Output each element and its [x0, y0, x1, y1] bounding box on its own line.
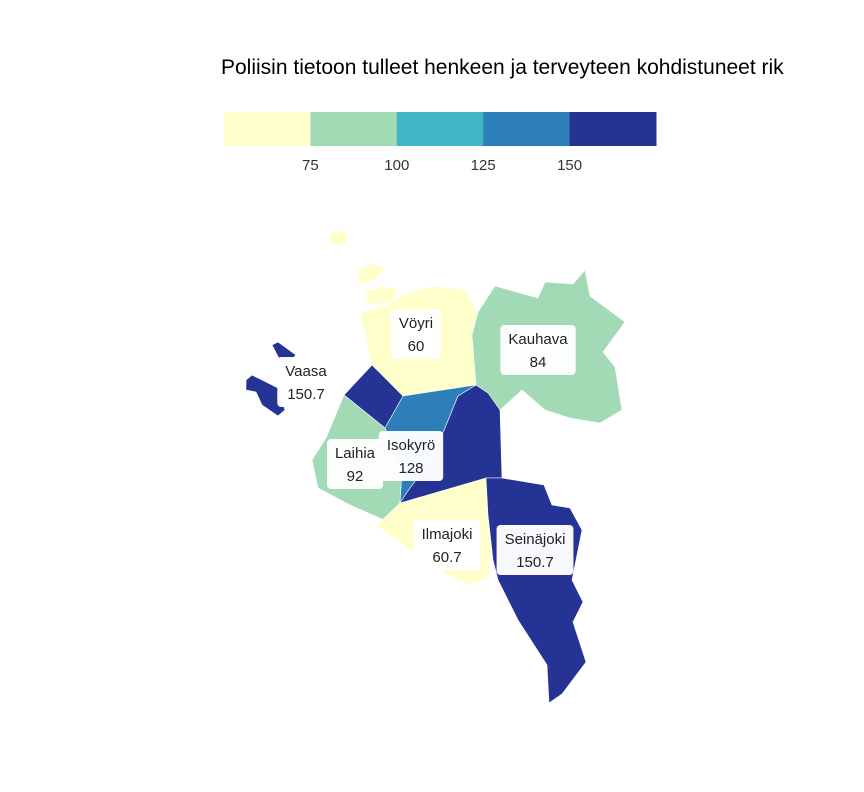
- region-name: Laihia: [335, 445, 376, 462]
- region-label: Kauhava 84: [500, 325, 576, 375]
- legend-tick-label: 75: [302, 157, 319, 174]
- region-label-box: [326, 439, 384, 489]
- region-label: Ilmajoki 60.7: [413, 520, 481, 570]
- region-name: Seinäjoki: [505, 531, 566, 548]
- legend-swatch: [224, 112, 311, 146]
- region-name: Isokyrö: [387, 437, 435, 454]
- legend-swatch: [396, 112, 484, 146]
- region-shape: [245, 374, 286, 417]
- region-label-box: [390, 309, 442, 359]
- map-labels: Vöyri 60 Kauhava 84 Vaasa 150.7 Laihia 92 Isokyr…: [277, 309, 576, 575]
- region-value: 60: [408, 338, 425, 355]
- region-label-box: [378, 431, 444, 481]
- legend-swatch: [483, 112, 571, 146]
- legend-tick-label: 100: [384, 157, 409, 174]
- region-name: Vöyri: [399, 315, 433, 332]
- region-value: 60.7: [432, 549, 461, 566]
- region-value: 150.7: [516, 554, 554, 571]
- region-value: 92: [347, 468, 364, 485]
- region-shape: [364, 285, 399, 305]
- region-label-box: [500, 325, 576, 375]
- region-name: Ilmajoki: [422, 526, 473, 543]
- region-label-box: [413, 520, 481, 570]
- legend-swatch: [310, 112, 398, 146]
- region-label-box: [277, 357, 335, 407]
- map-title: Poliisin tietoon tulleet henkeen ja terv…: [221, 56, 784, 79]
- region-label: Vaasa 150.7: [277, 357, 335, 407]
- legend-tick-label: 125: [471, 157, 496, 174]
- region-value: 150.7: [287, 386, 325, 403]
- region-value: 128: [398, 460, 423, 477]
- region-label: Isokyrö 128: [378, 431, 444, 481]
- region-shape: [327, 229, 348, 247]
- region-label-box: [496, 525, 574, 575]
- region-name: Kauhava: [508, 331, 568, 348]
- legend: 75 100 125 150: [224, 112, 657, 174]
- region-label: Vöyri 60: [390, 309, 442, 359]
- region-shape: [357, 262, 387, 286]
- region-label: Seinäjoki 150.7: [496, 525, 574, 575]
- region-value: 84: [530, 354, 547, 371]
- legend-tick-label: 150: [557, 157, 582, 174]
- region-name: Vaasa: [285, 363, 327, 380]
- region-shape: [485, 477, 587, 704]
- region-label: Laihia 92: [326, 439, 384, 489]
- legend-swatch: [569, 112, 657, 146]
